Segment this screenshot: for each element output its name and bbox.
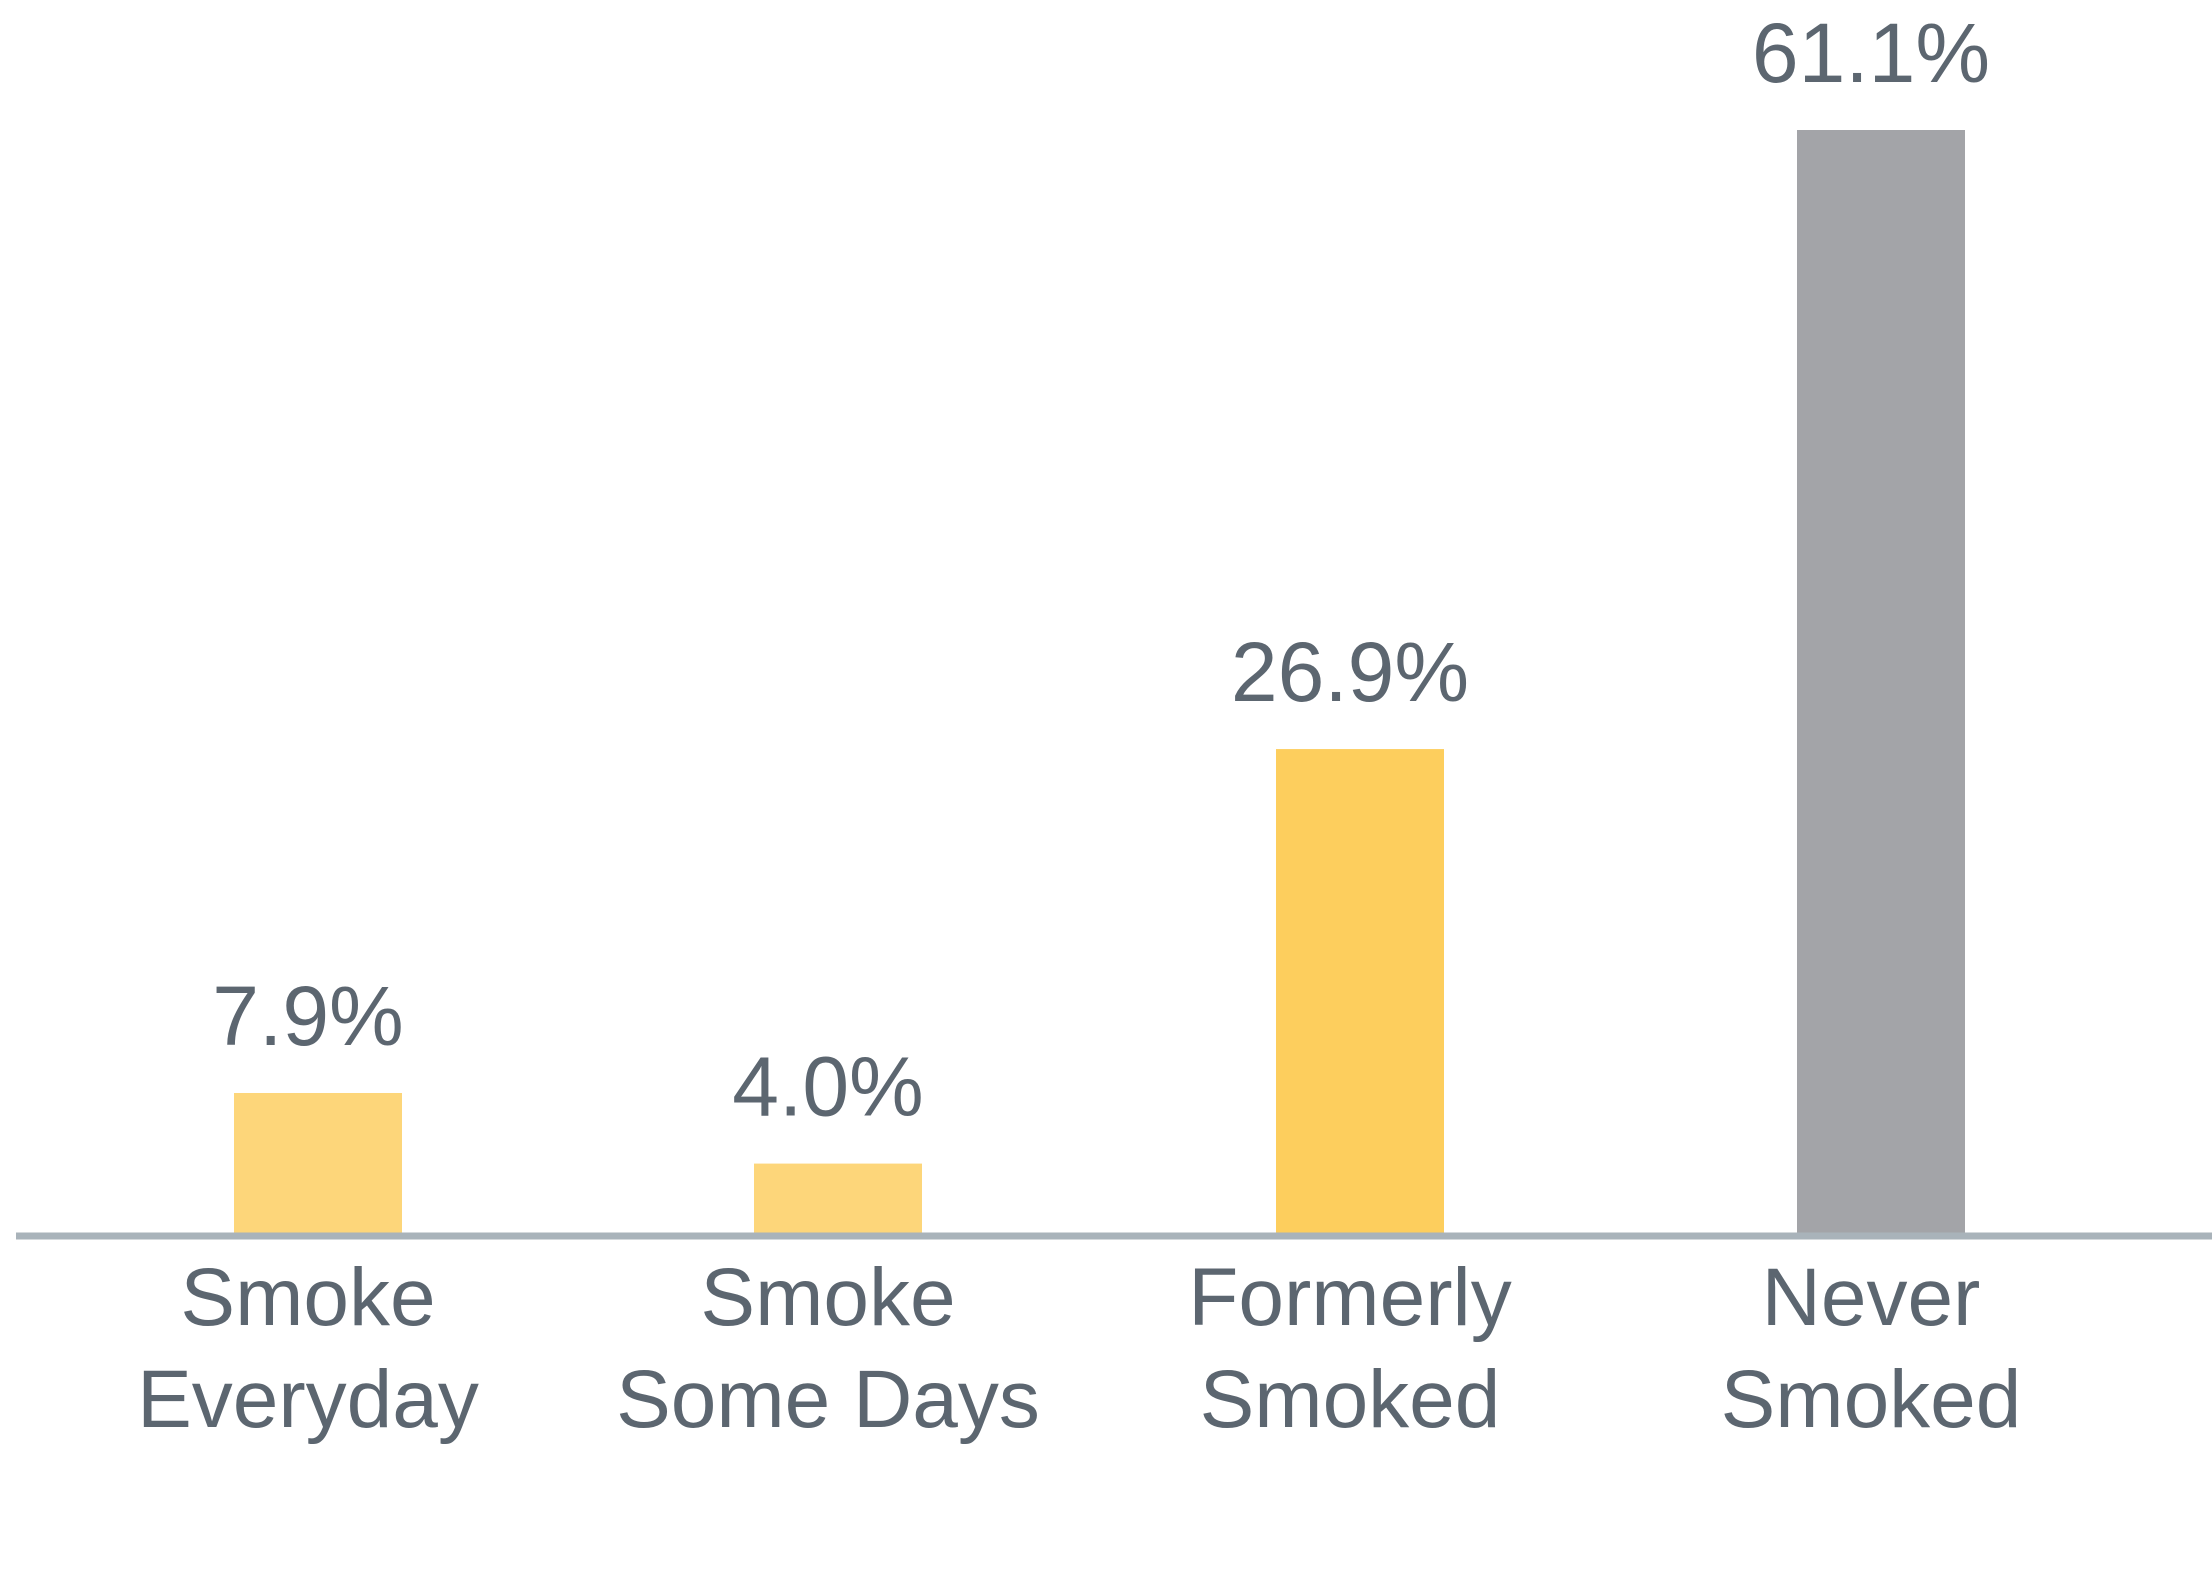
bar-value-label: 4.0% xyxy=(732,1040,923,1134)
bar-value-label: 26.9% xyxy=(1231,625,1469,719)
value-labels-layer: 7.9% 4.0% 26.9% 61.1% xyxy=(212,6,1990,1134)
category-tick-label: Smoked xyxy=(1200,1354,1501,1445)
category-labels-layer: Smoke Everyday Smoke Some Days Formerly Smoke… xyxy=(137,1252,2021,1445)
category-tick-label: Smoke xyxy=(700,1252,955,1343)
bar-value-label: 7.9% xyxy=(212,969,403,1063)
bar-value-label: 61.1% xyxy=(1752,6,1990,100)
bar xyxy=(1797,130,1965,1236)
category-tick-label: Smoke xyxy=(180,1252,435,1343)
category-tick-label: Smoked xyxy=(1721,1354,2022,1445)
bar xyxy=(1276,749,1444,1236)
bar xyxy=(754,1163,922,1236)
category-tick-label: Everyday xyxy=(137,1354,479,1445)
category-tick-label: Never xyxy=(1762,1252,1981,1343)
bars-layer xyxy=(234,130,1965,1236)
category-tick-label: Some Days xyxy=(616,1354,1040,1445)
category-tick-label: Formerly xyxy=(1188,1252,1511,1343)
bar xyxy=(234,1092,402,1236)
